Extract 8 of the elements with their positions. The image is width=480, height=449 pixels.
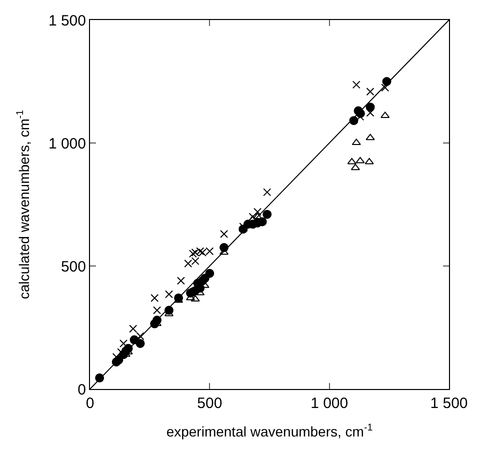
x-tick-label: 500 <box>197 395 222 412</box>
y-tick-label: 0 <box>78 381 86 398</box>
x-tick-label: 1 000 <box>310 395 348 412</box>
y-tick-label: 1 500 <box>48 12 86 30</box>
x-axis-title: experimental wavenumbers, cm$^{-1}$ <box>166 422 373 440</box>
y-tick-label: 500 <box>60 258 86 276</box>
y-tick-label: 1 000 <box>48 135 86 152</box>
x-tick-label: 1 500 <box>430 395 468 412</box>
